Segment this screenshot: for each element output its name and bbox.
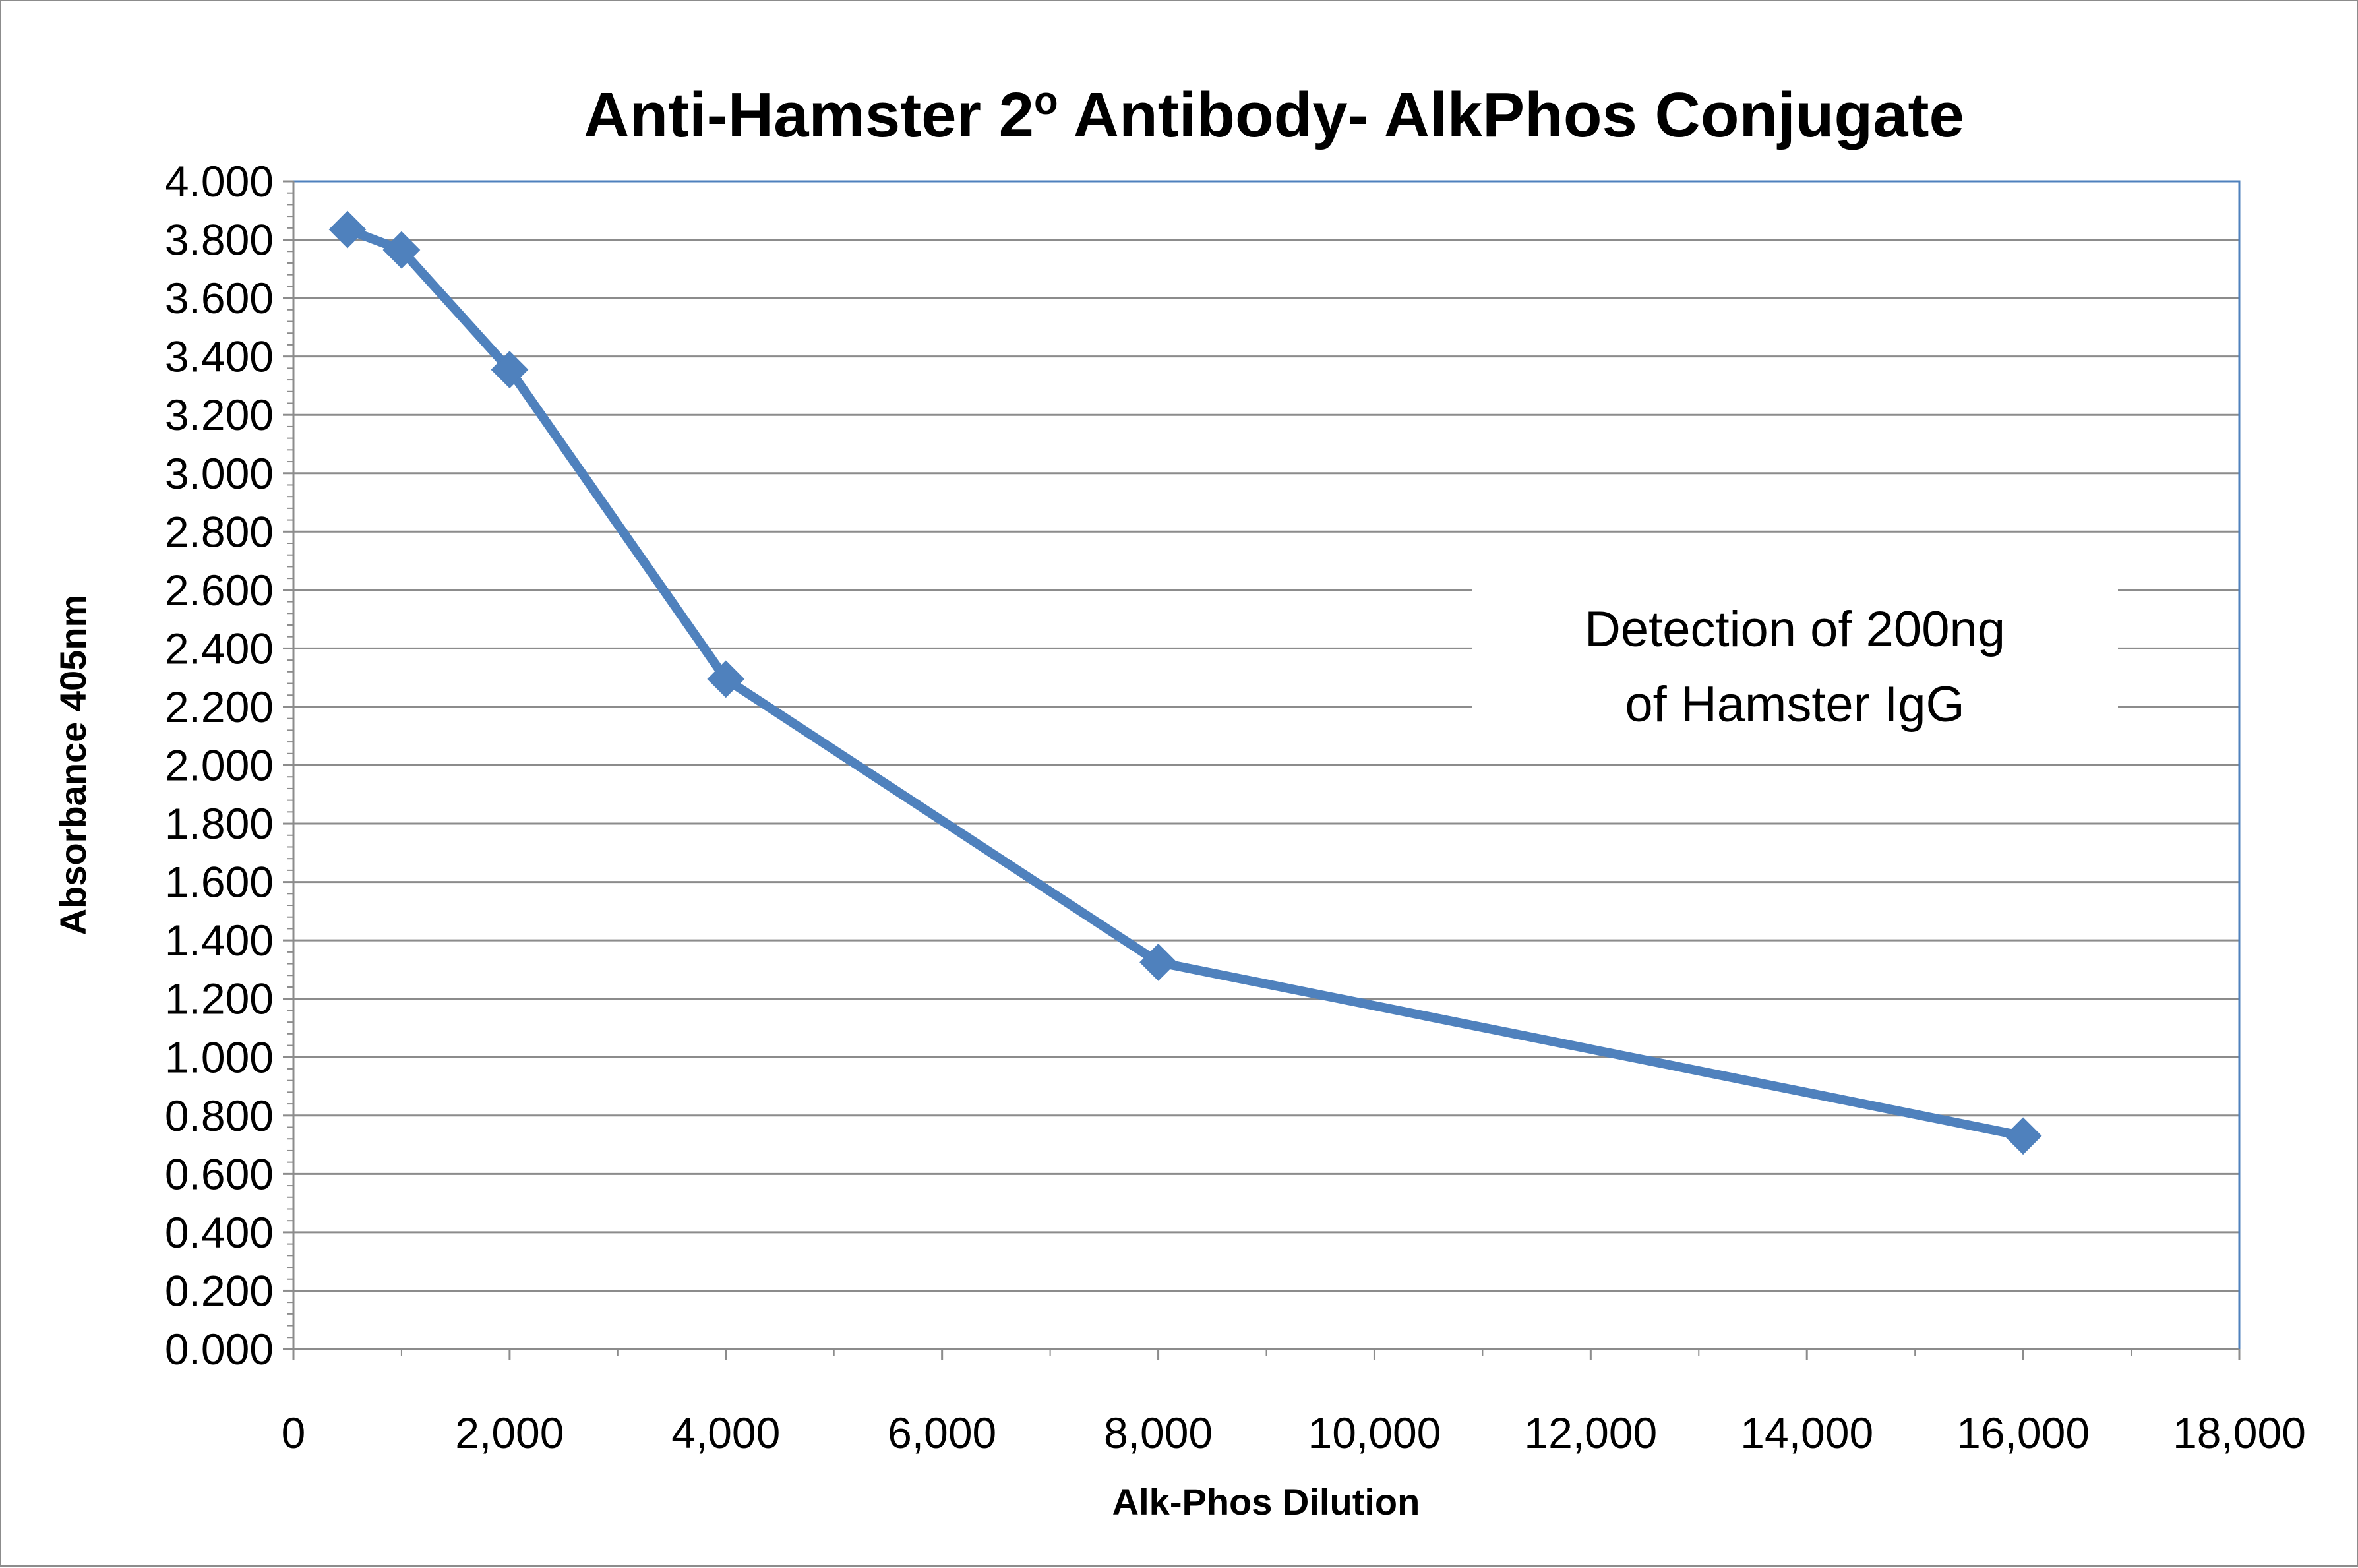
data-point-marker: [491, 351, 529, 388]
y-tick-label: 1.200: [165, 975, 274, 1023]
y-axis-title: Absorbance 405nm: [52, 595, 94, 936]
annotation-box: [1472, 575, 2118, 727]
x-tick-label: 16,000: [1956, 1408, 2090, 1457]
y-tick-label: 3.800: [165, 216, 274, 264]
y-tick-label: 0.400: [165, 1208, 274, 1257]
data-point-marker: [1139, 943, 1177, 981]
annotation-line-2: of Hamster IgG: [1625, 677, 1964, 733]
x-tick-label: 2,000: [455, 1408, 564, 1457]
y-tick-label: 2.600: [165, 566, 274, 615]
annotation-line-1: Detection of 200ng: [1585, 601, 2005, 657]
y-tick-label: 0.800: [165, 1091, 274, 1140]
x-tick-label: 8,000: [1104, 1408, 1213, 1457]
y-tick-label: 2.200: [165, 682, 274, 731]
y-tick-label: 1.800: [165, 799, 274, 848]
y-tick-label: 3.000: [165, 449, 274, 498]
x-tick-label: 4,000: [671, 1408, 780, 1457]
axes: 0.000 0.200 0.400 0.600 0.800 1.000 1.200 1.400…: [165, 157, 2306, 1457]
y-tick-label: 0.000: [165, 1325, 274, 1373]
y-tick-label: 2.000: [165, 741, 274, 790]
x-axis-title: Alk-Phos Dilution: [1112, 1481, 1420, 1523]
y-tick-label: 3.600: [165, 274, 274, 322]
data-point-marker: [382, 231, 421, 269]
data-point-marker: [328, 210, 367, 249]
data-point-marker: [707, 660, 745, 698]
y-tick-label: 2.800: [165, 507, 274, 556]
y-tick-label: 3.200: [165, 390, 274, 439]
x-tick-label: 12,000: [1524, 1408, 1657, 1457]
y-tick-label: 3.400: [165, 332, 274, 381]
chart-title: Anti-Hamster 2o Antibody- AlkPhos Conjug…: [584, 78, 1964, 150]
y-tick-label: 0.600: [165, 1149, 274, 1198]
y-tick-label: 1.000: [165, 1033, 274, 1081]
x-tick-label: 6,000: [888, 1408, 996, 1457]
y-tick-label: 1.400: [165, 916, 274, 965]
data-series: [328, 210, 2042, 1155]
y-tick-label: 4.000: [165, 157, 274, 206]
y-tick-label: 0.200: [165, 1266, 274, 1315]
x-tick-label: 18,000: [2173, 1408, 2306, 1457]
x-tick-label: 14,000: [1740, 1408, 1873, 1457]
y-tick-label: 1.600: [165, 858, 274, 907]
x-tick-label: 10,000: [1308, 1408, 1441, 1457]
data-point-marker: [2004, 1117, 2042, 1155]
x-tick-label: 0: [282, 1408, 306, 1457]
y-tick-label: 2.400: [165, 624, 274, 673]
